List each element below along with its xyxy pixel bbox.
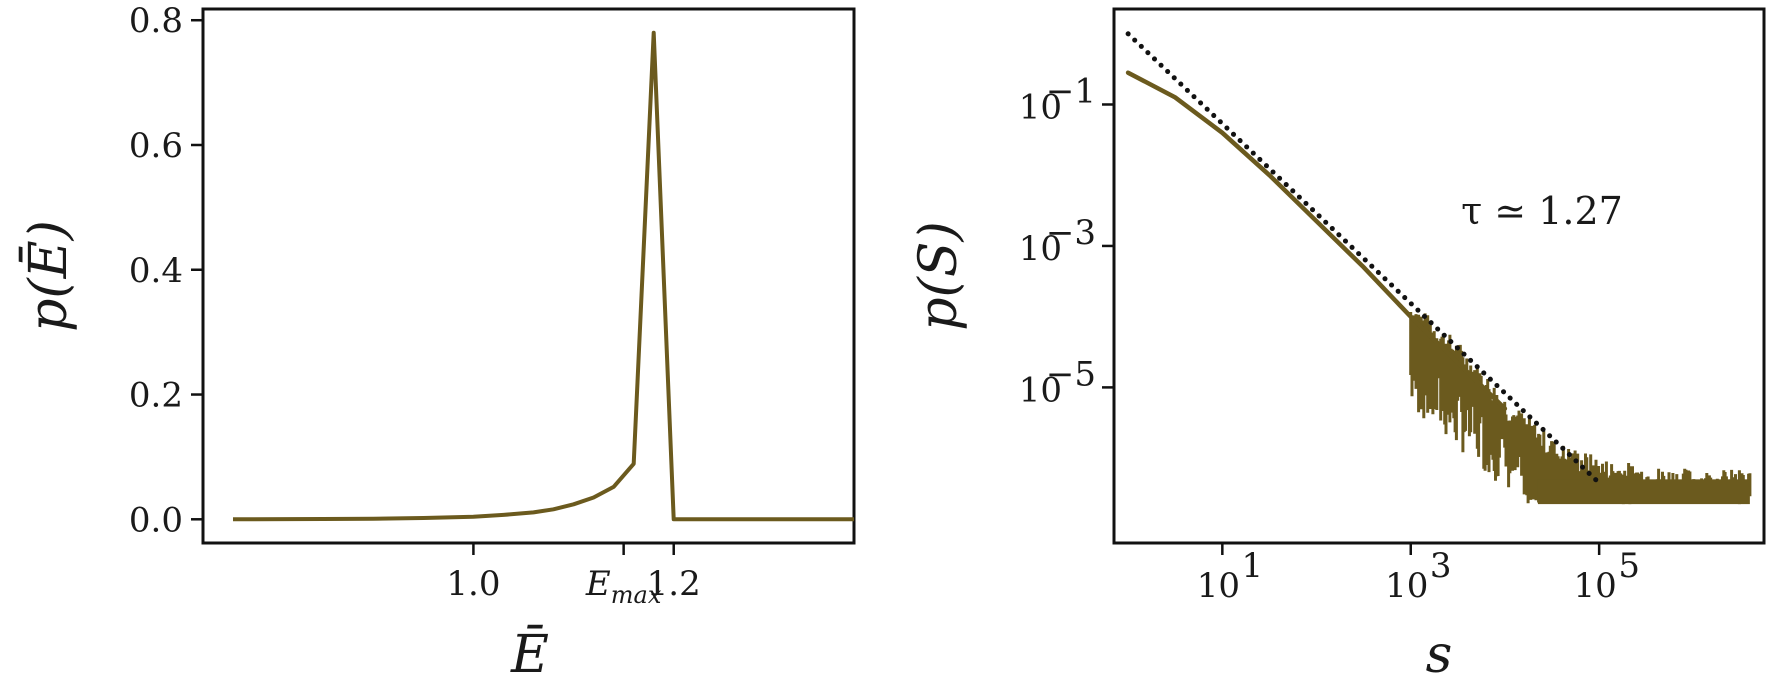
left-y-ticks: 0.0 0.2 0.4 0.6 0.8 (129, 1, 203, 540)
right-x-ticks: 10 1 10 3 10 5 (1197, 543, 1640, 606)
right-x-axis-label: s (1426, 625, 1453, 685)
right-y-axis-label: p(S) (909, 221, 969, 330)
right-power-law-fit-line (1125, 31, 1602, 486)
right-distribution-line (1125, 70, 1508, 411)
left-x-tick-label: 1.0 (446, 564, 500, 604)
right-y-tick-exponent: −3 (1046, 213, 1096, 253)
left-y-tick-label: 0.6 (129, 126, 183, 166)
right-x-tick-label: 10 (1197, 566, 1240, 606)
right-x-tick-exponent: 1 (1242, 546, 1264, 586)
right-y-tick-label: 10 (1019, 370, 1062, 410)
right-y-ticks: 10−110−310−5 (1019, 71, 1114, 410)
right-chart: 10−110−310−5 10 1 10 3 10 5 τ ≃ 1.27 s p(S) (909, 7, 1766, 685)
right-y-tick-exponent: −1 (1046, 71, 1096, 111)
right-x-tick-label: 10 (1385, 566, 1428, 606)
right-y-tick-label: 10 (1019, 229, 1062, 269)
right-y-tick-exponent: −5 (1046, 354, 1096, 394)
left-series (232, 30, 854, 522)
right-noise-band (1409, 312, 1752, 505)
right-annotation: τ ≃ 1.27 (1461, 189, 1623, 233)
left-y-tick-label: 0.0 (129, 500, 183, 540)
right-y-tick-label: 10 (1019, 87, 1062, 127)
left-y-tick-label: 0.8 (129, 1, 183, 41)
right-x-tick-label: 10 (1574, 566, 1617, 606)
left-y-tick-label: 0.4 (129, 251, 183, 291)
left-y-tick-label: 0.2 (129, 376, 183, 416)
right-noise-floor (1537, 479, 1750, 505)
right-x-tick-exponent: 5 (1618, 546, 1640, 586)
left-x-axis-label: Ē (510, 625, 549, 685)
right-plot-frame (1112, 7, 1766, 545)
left-y-axis-label: p(Ē) (19, 220, 79, 332)
right-series (1125, 31, 1752, 505)
right-x-tick-exponent: 3 (1430, 546, 1452, 586)
left-plot-frame (201, 7, 856, 545)
left-series-line (232, 30, 854, 522)
left-x-tick-label: 1.2 (647, 564, 701, 604)
